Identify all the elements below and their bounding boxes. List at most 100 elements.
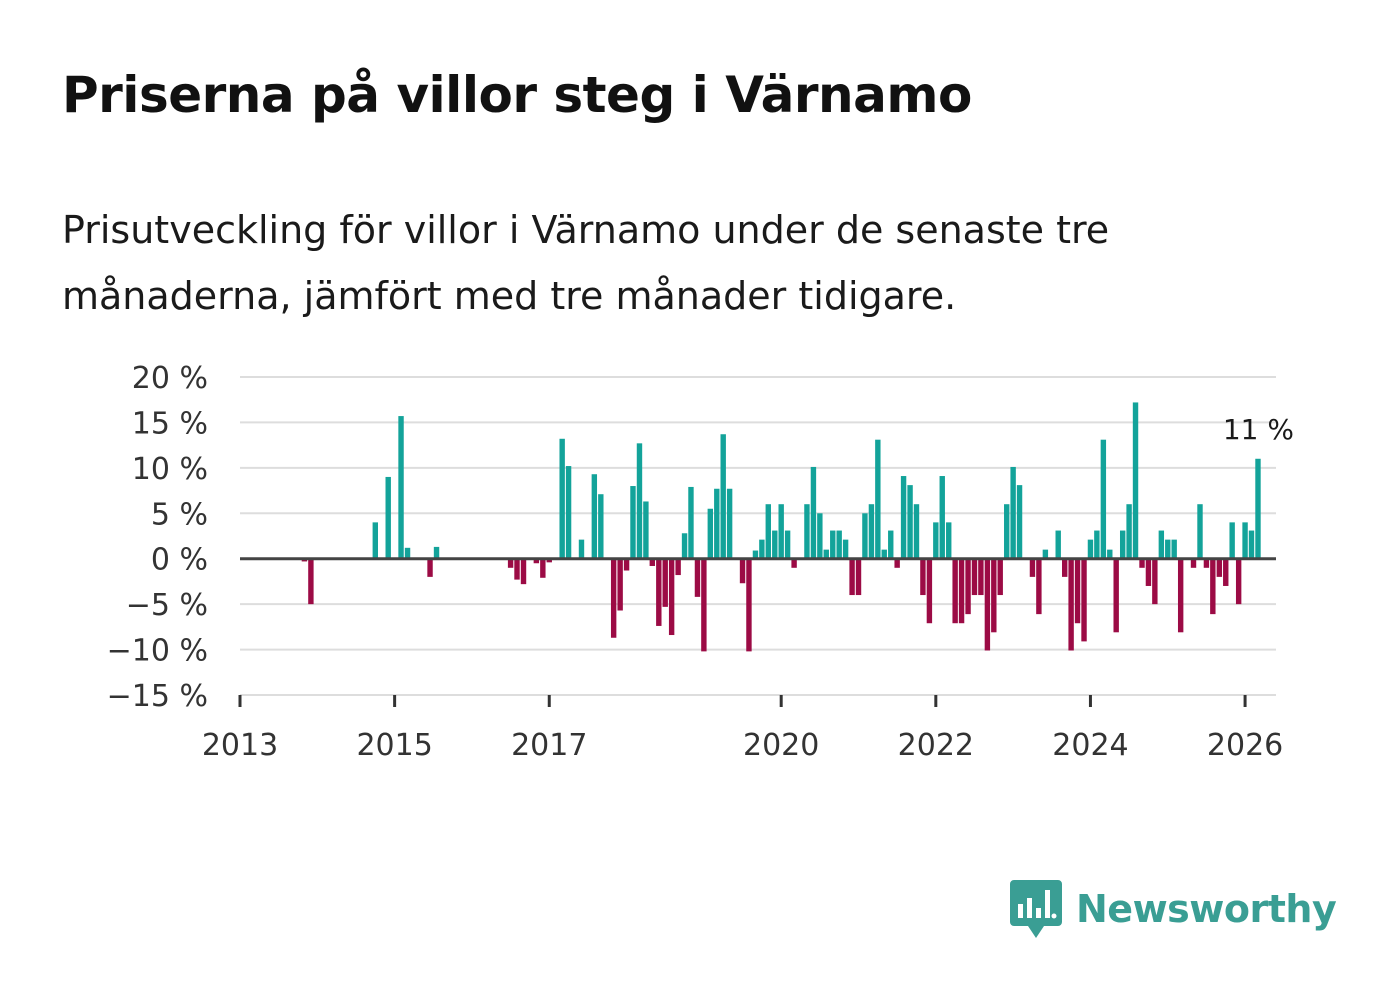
newsworthy-logo: Newsworthy <box>1010 878 1337 940</box>
bar <box>1016 485 1023 559</box>
y-tick-label: 20 % <box>132 361 208 396</box>
bar <box>520 558 527 585</box>
bar <box>1126 504 1132 559</box>
axes <box>238 557 1276 707</box>
bar <box>1068 558 1074 651</box>
bar <box>772 530 778 559</box>
y-tick-label: 15 % <box>132 406 208 441</box>
bar <box>1255 458 1261 559</box>
bar <box>643 501 649 559</box>
x-tick-label: 2017 <box>511 728 587 763</box>
bar <box>1242 522 1248 559</box>
bar <box>1248 530 1255 559</box>
bar <box>507 558 514 568</box>
bar <box>649 558 656 566</box>
bar <box>559 438 565 559</box>
bar <box>675 558 681 576</box>
bar <box>385 476 391 559</box>
bar <box>623 558 630 571</box>
bar <box>1055 530 1061 559</box>
x-tick-label: 2024 <box>1052 728 1128 763</box>
bar <box>1036 558 1042 615</box>
bar <box>404 547 411 559</box>
bar <box>849 558 855 596</box>
bar <box>1190 558 1197 568</box>
bar <box>926 558 933 624</box>
bar <box>759 539 765 559</box>
bar <box>598 494 604 559</box>
bar <box>862 513 868 559</box>
bar <box>907 485 913 559</box>
bar <box>514 558 520 580</box>
bar <box>978 558 984 596</box>
last-value-label: 11 % <box>1223 413 1294 446</box>
chart-subtitle: Prisutveckling för villor i Värnamo unde… <box>62 208 1110 318</box>
bar <box>868 504 875 559</box>
bar <box>1145 558 1152 586</box>
bar <box>1203 558 1210 568</box>
bar <box>894 558 900 568</box>
bar <box>308 558 314 605</box>
bar <box>1197 504 1203 559</box>
brand-name: Newsworthy <box>1076 887 1337 931</box>
bar <box>739 558 746 584</box>
bar <box>668 558 675 636</box>
bar <box>1119 530 1126 559</box>
bar <box>636 443 643 559</box>
bar <box>1094 530 1100 559</box>
bar <box>1113 558 1119 633</box>
bar <box>688 486 694 559</box>
bar <box>1081 558 1087 642</box>
bar <box>1177 558 1184 633</box>
bar <box>1139 558 1145 568</box>
bar <box>1042 549 1049 559</box>
bar <box>946 522 952 559</box>
bar <box>836 530 842 559</box>
bar <box>714 488 720 559</box>
bar <box>958 558 965 624</box>
bar <box>1100 439 1107 559</box>
bar <box>997 558 1003 596</box>
bar <box>540 558 546 578</box>
x-tick-label: 2026 <box>1207 728 1283 763</box>
bar <box>720 434 726 559</box>
bar <box>746 558 752 652</box>
bar <box>398 416 404 559</box>
bar <box>881 549 887 559</box>
y-tick-label: 5 % <box>151 497 208 532</box>
bar <box>920 558 926 596</box>
bars <box>301 402 1261 652</box>
bar <box>630 486 636 559</box>
bar <box>778 504 784 559</box>
bar <box>1229 522 1235 559</box>
newsworthy-logo-icon <box>1010 880 1062 938</box>
bar <box>830 530 836 559</box>
bar <box>1235 558 1242 605</box>
bar <box>1210 558 1216 615</box>
bar <box>1165 539 1171 559</box>
bar <box>707 508 713 559</box>
bar <box>591 474 598 559</box>
bar <box>617 558 623 611</box>
bar <box>662 558 668 607</box>
bar <box>752 550 759 559</box>
bar <box>372 522 378 559</box>
bar <box>875 439 881 559</box>
bar <box>933 522 939 559</box>
bar <box>578 539 585 559</box>
y-tick-label: −15 % <box>107 679 208 714</box>
x-tick-label: 2022 <box>898 728 974 763</box>
bar <box>1171 539 1177 559</box>
bar <box>1107 549 1113 559</box>
bar <box>681 533 688 559</box>
x-tick-label: 2020 <box>743 728 819 763</box>
bar <box>433 546 440 559</box>
bar <box>952 558 958 624</box>
bar <box>817 513 823 559</box>
bar <box>1132 402 1139 559</box>
bar <box>726 488 733 559</box>
chart-title: Priserna på villor steg i Värnamo <box>62 66 972 124</box>
y-tick-label: −5 % <box>126 588 208 623</box>
bar <box>1216 558 1223 577</box>
